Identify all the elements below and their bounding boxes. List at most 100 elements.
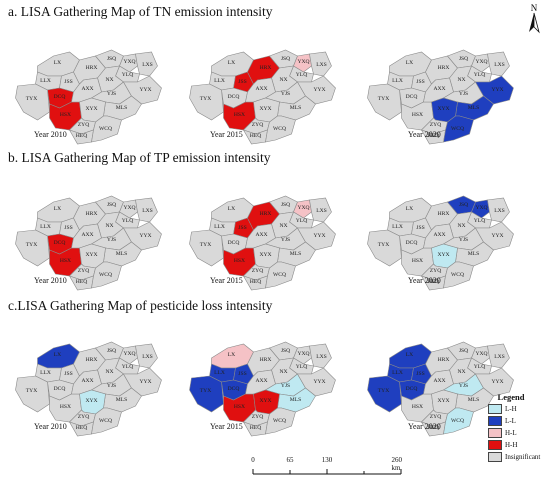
county-label-nx: NX: [279, 369, 287, 375]
county-label-xyx: XYX: [85, 398, 97, 404]
county-label-zyq: ZYQ: [430, 122, 442, 128]
legend: Legend L-H L-L H-L H-H Insignificant: [474, 392, 548, 464]
scale-tick-65: 65: [286, 456, 294, 464]
county-label-zyq: ZYQ: [78, 414, 90, 420]
county-label-lx: LX: [54, 352, 61, 358]
county-label-llx: LLX: [392, 224, 403, 230]
map-panel-2-2: LX LLX JSS DCQ TYX HSX HRX JSQ YXQ YLQ LXS NX AXX YJS…: [356, 328, 531, 440]
section-title-pesticide: c.LISA Gathering Map of pesticide loss i…: [8, 298, 273, 313]
county-label-lx: LX: [406, 352, 413, 358]
county-label-yyx: YYX: [139, 87, 151, 93]
county-lxs: [135, 197, 158, 223]
county-label-yxq: YXQ: [297, 59, 309, 65]
county-label-mls: MLS: [116, 105, 128, 111]
map-panel-2-1: LX LLX JSS DCQ TYX HSX HRX JSQ YXQ YLQ LXS NX AXX YJS…: [178, 328, 353, 440]
county-label-yyx: YYX: [313, 87, 325, 93]
county-label-yxq: YXQ: [475, 59, 487, 65]
county-label-hsx: HSX: [234, 112, 245, 118]
year-label-1-2: Year 2020: [408, 276, 441, 285]
county-label-zyq: ZYQ: [78, 268, 90, 274]
county-label-jsq: JSQ: [281, 56, 290, 62]
county-label-wcq: WCQ: [99, 126, 112, 132]
county-tyx: [15, 375, 50, 413]
county-label-lxs: LXS: [316, 354, 327, 360]
county-label-nx: NX: [279, 223, 287, 229]
map-panel-1-0: LX LLX JSS DCQ TYX HSX HRX JSQ YXQ YLQ LXS NX AXX YJS…: [4, 182, 179, 294]
county-wcq: [265, 261, 296, 289]
map-panel-1-2: LX LLX JSS DCQ TYX HSX HRX JSQ YXQ YLQ LXS NX AXX YJS…: [356, 182, 531, 294]
county-label-yyx: YYX: [313, 379, 325, 385]
county-label-ylq: YLQ: [122, 72, 134, 78]
county-label-dcq: DCQ: [54, 386, 66, 392]
map-panel-0-2: LX LLX JSS DCQ TYX HSX HRX JSQ YXQ YLQ LXS NX AXX YJS…: [356, 36, 531, 148]
legend-item-insignificant: Insignificant: [474, 452, 548, 463]
county-label-hsx: HSX: [234, 404, 245, 410]
county-label-mls: MLS: [290, 105, 302, 111]
county-label-xyx: XYX: [437, 398, 449, 404]
legend-item-ll: L-L: [474, 416, 548, 427]
legend-label-hl: H-L: [505, 429, 517, 438]
county-label-wcq: WCQ: [273, 418, 286, 424]
county-wcq: [443, 261, 474, 289]
county-label-tyx: TYX: [26, 388, 38, 394]
county-label-tyx: TYX: [26, 242, 38, 248]
year-label-0-2: Year 2020: [408, 130, 441, 139]
county-label-axx: AXX: [433, 86, 445, 92]
county-label-llx: LLX: [214, 224, 225, 230]
county-tyx: [15, 229, 50, 267]
county-tyx: [189, 83, 224, 121]
county-label-llx: LLX: [214, 370, 225, 376]
map-panel-0-1: LX LLX JSS DCQ TYX HSX HRX JSQ YXQ YLQ LXS NX AXX YJS…: [178, 36, 353, 148]
county-label-nx: NX: [105, 223, 113, 229]
county-label-llx: LLX: [392, 78, 403, 84]
county-label-hrx: HRX: [260, 211, 272, 217]
year-label-2-0: Year 2010: [34, 422, 67, 431]
county-label-jsq: JSQ: [107, 348, 116, 354]
county-label-dcq: DCQ: [406, 386, 418, 392]
year-label-2-1: Year 2015: [210, 422, 243, 431]
county-label-zyq: ZYQ: [252, 122, 264, 128]
county-label-tyx: TYX: [378, 388, 390, 394]
county-label-zyq: ZYQ: [252, 414, 264, 420]
county-label-hrx: HRX: [86, 211, 98, 217]
legend-item-hl: H-L: [474, 428, 548, 439]
county-label-wcq: WCQ: [99, 272, 112, 278]
county-lxs: [135, 51, 158, 77]
county-label-jsq: JSQ: [281, 202, 290, 208]
county-label-ylq: YLQ: [296, 364, 308, 370]
county-label-jsq: JSQ: [459, 56, 468, 62]
county-label-lx: LX: [54, 60, 61, 66]
county-label-wcq: WCQ: [451, 126, 464, 132]
county-label-jss: JSS: [416, 79, 424, 85]
county-label-dcq: DCQ: [54, 240, 66, 246]
county-label-hrx: HRX: [86, 357, 98, 363]
county-label-hrx: HRX: [260, 65, 272, 71]
county-wcq: [265, 407, 296, 435]
county-label-heq: HEQ: [76, 133, 88, 139]
county-label-hsx: HSX: [60, 112, 71, 118]
year-label-2-2: Year 2020: [408, 422, 441, 431]
section-title-tn: a. LISA Gathering Map of TN emission int…: [8, 4, 273, 19]
scale-bar: 0 65 130 260 km: [248, 456, 408, 486]
county-label-heq: HEQ: [250, 279, 262, 285]
county-lxs: [135, 343, 158, 369]
county-label-wcq: WCQ: [273, 126, 286, 132]
county-wcq: [91, 261, 122, 289]
county-label-xyx: XYX: [437, 252, 449, 258]
county-label-lxs: LXS: [142, 354, 153, 360]
county-label-yxq: YXQ: [475, 351, 487, 357]
county-label-tyx: TYX: [26, 96, 38, 102]
county-label-dcq: DCQ: [228, 94, 240, 100]
year-label-1-1: Year 2015: [210, 276, 243, 285]
county-label-yjs: YJS: [459, 91, 468, 97]
county-label-mls: MLS: [290, 397, 302, 403]
county-label-dcq: DCQ: [54, 94, 66, 100]
county-label-tyx: TYX: [378, 96, 390, 102]
county-label-lx: LX: [54, 206, 61, 212]
map-panel-1-1: LX LLX JSS DCQ TYX HSX HRX JSQ YXQ YLQ LXS NX AXX YJS…: [178, 182, 353, 294]
county-label-wcq: WCQ: [451, 272, 464, 278]
county-label-heq: HEQ: [76, 425, 88, 431]
county-label-jss: JSS: [64, 371, 72, 377]
county-label-yjs: YJS: [281, 383, 290, 389]
county-label-dcq: DCQ: [406, 240, 418, 246]
